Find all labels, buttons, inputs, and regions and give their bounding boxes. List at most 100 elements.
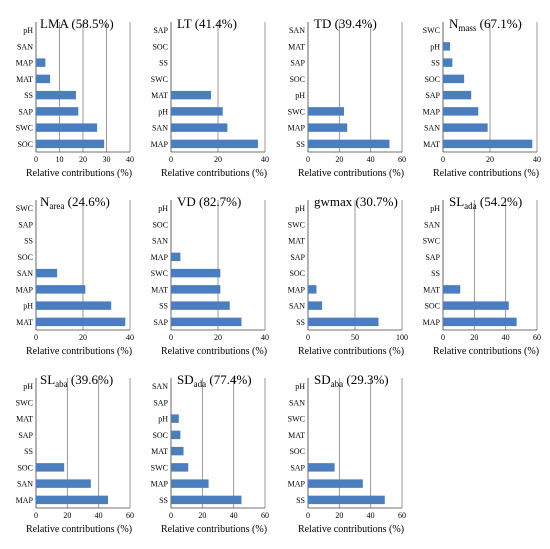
category-label: SOC xyxy=(17,463,33,472)
x-tick-label: 0 xyxy=(306,511,310,520)
category-label: MAP xyxy=(423,318,441,327)
x-tick-label: 100 xyxy=(396,333,408,342)
category-label: MAT xyxy=(151,447,168,456)
x-axis-label: Relative contributions (%) xyxy=(161,346,267,357)
bar-MAP xyxy=(36,285,86,294)
category-label: SOC xyxy=(289,75,305,84)
category-label: MAP xyxy=(16,285,34,294)
category-label: MAP xyxy=(288,285,306,294)
x-tick-label: 10 xyxy=(56,155,64,164)
category-label: MAT xyxy=(16,415,33,424)
x-tick-label: 50 xyxy=(351,333,359,342)
category-label: MAT xyxy=(151,285,168,294)
x-tick-label: 20 xyxy=(335,511,343,520)
category-label: SOC xyxy=(17,140,33,149)
chart-title: SLaba (39.6%) xyxy=(40,372,113,389)
bar-MAP xyxy=(308,285,317,294)
bar-SAP xyxy=(171,317,242,327)
x-axis-label: Relative contributions (%) xyxy=(298,346,404,357)
category-label: SOC xyxy=(424,302,440,311)
category-label: pH xyxy=(23,382,33,391)
x-axis-label: Relative contributions (%) xyxy=(26,524,132,535)
bar-MAT xyxy=(171,446,184,456)
bar-SWC xyxy=(171,463,189,472)
x-tick-label: 60 xyxy=(126,511,134,520)
category-label: MAT xyxy=(423,140,440,149)
x-tick-label: 0 xyxy=(441,333,445,342)
bar-SWC xyxy=(36,123,98,132)
chart-panel-11: pH SAN SWC MAT SOC SAP MAP SS0 20 40 60 Relative co… xyxy=(288,372,406,535)
category-label: SAP xyxy=(425,253,440,262)
x-tick-label: 20 xyxy=(79,155,87,164)
category-label: SWC xyxy=(423,26,440,35)
x-tick-label: 40 xyxy=(367,511,375,520)
category-label: SAP xyxy=(18,220,33,229)
category-label: SAN xyxy=(152,382,168,391)
bar-MAT xyxy=(171,90,211,100)
category-label: pH xyxy=(430,204,440,213)
category-label: SAP xyxy=(18,431,33,440)
bar-MAP xyxy=(443,317,517,327)
category-label: SS xyxy=(296,496,305,505)
category-label: SOC xyxy=(17,253,33,262)
x-tick-label: 20 xyxy=(79,333,87,342)
bar-SS xyxy=(36,90,76,100)
category-label: MAP xyxy=(288,124,306,133)
x-axis-label: Relative contributions (%) xyxy=(26,346,132,357)
x-tick-label: 40 xyxy=(95,511,103,520)
category-label: SS xyxy=(24,237,33,246)
bar-SAN xyxy=(443,123,488,132)
chart-title: LT (41.4%) xyxy=(177,16,237,31)
category-label: MAT xyxy=(288,237,305,246)
category-label: SAP xyxy=(153,26,168,35)
category-label: pH xyxy=(295,382,305,391)
bar-pH xyxy=(171,414,179,423)
category-label: MAP xyxy=(151,140,169,149)
category-label: SS xyxy=(431,269,440,278)
bar-SAN xyxy=(171,123,228,132)
category-label: SAN xyxy=(152,237,168,246)
x-tick-label: 0 xyxy=(306,333,310,342)
category-label: SS xyxy=(296,140,305,149)
category-label: SS xyxy=(159,496,168,505)
category-label: SAP xyxy=(18,107,33,116)
category-label: SWC xyxy=(151,269,168,278)
x-tick-label: 20 xyxy=(214,333,222,342)
bar-MAP xyxy=(308,479,363,488)
category-label: SS xyxy=(24,447,33,456)
x-tick-label: 20 xyxy=(214,155,222,164)
category-label: SWC xyxy=(288,220,305,229)
category-label: MAP xyxy=(288,480,306,489)
category-label: MAT xyxy=(288,42,305,51)
category-label: SS xyxy=(24,91,33,100)
x-axis-label: Relative contributions (%) xyxy=(26,168,132,179)
bar-MAT xyxy=(36,74,51,84)
bar-SAN xyxy=(36,268,58,278)
category-label: pH xyxy=(295,204,305,213)
bar-SWC xyxy=(171,268,221,278)
category-label: pH xyxy=(158,204,168,213)
category-label: MAP xyxy=(423,107,441,116)
chart-title: gwmax (30.7%) xyxy=(314,194,398,209)
bar-SOC xyxy=(36,139,105,149)
x-tick-label: 0 xyxy=(34,511,38,520)
category-label: MAT xyxy=(16,318,33,327)
category-label: SOC xyxy=(289,269,305,278)
category-label: SS xyxy=(159,302,168,311)
x-tick-label: 20 xyxy=(63,511,71,520)
category-label: MAP xyxy=(16,59,34,68)
x-tick-label: 20 xyxy=(335,155,343,164)
category-label: SAN xyxy=(17,269,33,278)
category-label: SAN xyxy=(152,124,168,133)
chart-title: LMA (58.5%) xyxy=(40,16,114,31)
bar-SS xyxy=(308,317,379,327)
bar-MAP xyxy=(171,252,181,262)
category-label: SWC xyxy=(288,107,305,116)
bar-SAN xyxy=(308,301,323,310)
